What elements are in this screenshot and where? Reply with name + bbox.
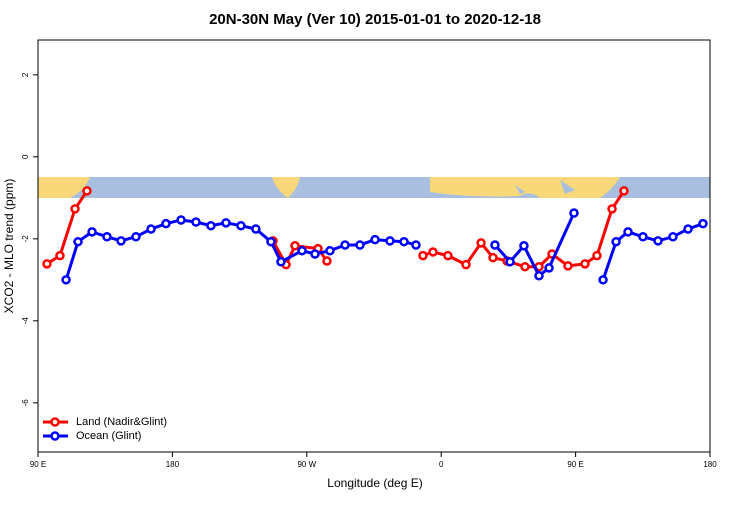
data-point — [191, 217, 201, 227]
data-point — [490, 240, 500, 250]
y-tick-label: -4 — [21, 317, 30, 325]
data-point — [70, 204, 80, 214]
x-axis-label: Longitude (deg E) — [327, 476, 422, 490]
data-point — [399, 236, 409, 247]
data-point — [534, 270, 544, 281]
legend-label: Ocean (Glint) — [76, 430, 141, 442]
data-point — [290, 241, 300, 251]
data-point — [73, 236, 83, 247]
chart-title: 20N-30N May (Ver 10) 2015-01-01 to 2020-… — [209, 11, 541, 28]
data-point — [569, 208, 579, 218]
data-point — [598, 275, 608, 285]
data-point — [42, 259, 52, 269]
data-point — [325, 245, 335, 256]
data-point — [146, 224, 156, 234]
data-point — [607, 204, 617, 214]
legend-marker — [50, 417, 60, 427]
data-point — [623, 227, 633, 237]
data-point — [322, 256, 332, 266]
data-point — [276, 257, 286, 267]
data-point — [297, 245, 307, 256]
data-point — [488, 252, 498, 263]
legend-label: Land (Nadir&Glint) — [76, 416, 167, 428]
data-point — [505, 257, 515, 267]
y-tick-label: 2 — [21, 72, 30, 77]
data-point — [428, 247, 438, 257]
legend-marker — [50, 431, 60, 441]
data-point — [476, 238, 486, 248]
data-point — [102, 232, 112, 242]
map-strip — [38, 177, 710, 198]
data-point — [520, 261, 530, 272]
data-point — [161, 218, 171, 229]
data-point — [653, 236, 663, 246]
data-point — [580, 259, 590, 269]
y-axis-label: XCO2 - MLO trend (ppm) — [2, 179, 16, 314]
data-point — [418, 250, 428, 261]
data-point — [310, 249, 320, 259]
data-point — [355, 240, 365, 250]
data-point — [592, 250, 602, 261]
data-point — [131, 232, 141, 242]
data-point — [563, 261, 573, 271]
x-tick-label: 90 E — [567, 460, 583, 469]
y-tick-label: -6 — [21, 399, 30, 407]
data-point — [55, 250, 65, 261]
data-point — [443, 250, 453, 261]
x-tick-label: 90 W — [297, 460, 316, 469]
data-point — [82, 186, 92, 196]
data-point — [638, 232, 648, 242]
x-tick-label: 180 — [166, 460, 180, 469]
data-point — [266, 236, 276, 247]
data-point — [236, 220, 246, 231]
x-tick-label: 0 — [439, 460, 444, 469]
plot-frame — [37, 39, 711, 453]
data-point — [87, 227, 97, 237]
data-point — [221, 218, 231, 228]
data-point — [698, 218, 708, 229]
data-point — [611, 236, 621, 247]
data-point — [461, 259, 471, 270]
data-point — [544, 263, 554, 273]
data-point — [519, 241, 529, 251]
data-point — [370, 234, 380, 245]
data-point — [61, 275, 71, 285]
series-line — [46, 190, 626, 269]
x-tick-label: 90 E — [30, 460, 46, 469]
data-point — [206, 220, 216, 231]
data-point — [619, 186, 629, 196]
y-tick-label: 0 — [21, 154, 30, 159]
data-point — [683, 224, 693, 234]
data-point — [116, 236, 126, 246]
x-tick-label: 180 — [703, 460, 717, 469]
data-point — [340, 240, 350, 250]
data-point — [411, 240, 421, 250]
data-point — [251, 224, 261, 234]
data-point — [176, 215, 186, 225]
data-point — [668, 232, 678, 242]
data-point — [385, 236, 395, 246]
y-tick-label: -2 — [21, 235, 30, 243]
